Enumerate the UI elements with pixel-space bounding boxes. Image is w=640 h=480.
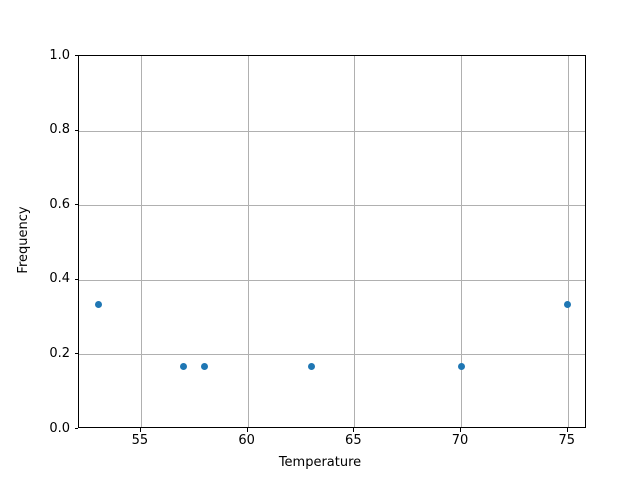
x-tick-label: 75 <box>558 433 576 448</box>
scatter-point <box>94 301 102 309</box>
y-tick-mark <box>74 129 78 131</box>
gridline-horizontal <box>79 279 585 281</box>
scatter-point <box>308 363 316 371</box>
gridline-vertical <box>247 56 249 427</box>
x-tick-mark <box>353 428 355 432</box>
y-tick-mark <box>74 204 78 206</box>
x-tick-label: 60 <box>238 433 255 448</box>
scatter-point <box>564 301 572 309</box>
plot-surface <box>79 56 585 427</box>
gridline-vertical <box>567 56 569 427</box>
y-tick-label: 1.0 <box>49 47 70 63</box>
x-tick-mark <box>460 428 462 432</box>
y-tick-label: 0.4 <box>49 271 70 287</box>
y-tick-mark <box>74 353 78 355</box>
y-axis-label: Frequency <box>15 206 31 274</box>
plot-axes <box>78 55 586 428</box>
scatter-point <box>457 363 465 371</box>
y-tick-mark <box>74 278 78 280</box>
y-tick-label: 0.8 <box>49 122 70 138</box>
y-axis-label-wrapper: Frequency <box>12 0 37 480</box>
scatter-point <box>201 363 209 371</box>
gridline-horizontal <box>79 354 585 356</box>
y-tick-mark <box>74 428 78 430</box>
gridline-vertical <box>354 56 356 427</box>
x-axis-label: Temperature <box>278 455 362 470</box>
y-tick-label: 0.6 <box>49 196 70 212</box>
y-tick-label: 0.2 <box>49 345 70 361</box>
y-tick-mark <box>74 55 78 57</box>
x-tick-label: 55 <box>131 433 149 448</box>
x-tick-label: 65 <box>345 433 362 448</box>
x-tick-label: 70 <box>451 433 469 448</box>
y-tick-label: 0.0 <box>49 420 70 436</box>
gridline-horizontal <box>79 130 585 132</box>
x-tick-mark <box>139 428 141 432</box>
scatter-point <box>180 363 188 371</box>
x-tick-mark <box>566 428 568 432</box>
gridline-vertical <box>140 56 142 427</box>
gridline-horizontal <box>79 205 585 207</box>
x-tick-mark <box>246 428 248 432</box>
gridline-vertical <box>461 56 463 427</box>
